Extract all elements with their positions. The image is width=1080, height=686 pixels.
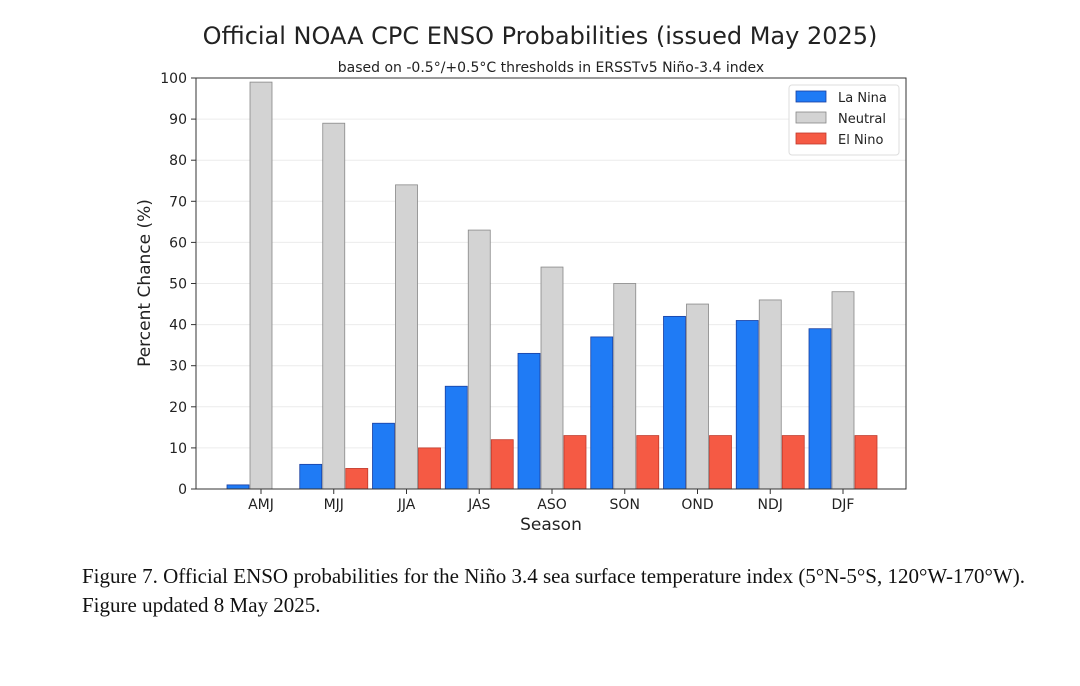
- bar-el-nino-mjj: [345, 468, 369, 490]
- chart-subtitle: based on -0.5°/+0.5°C thresholds in ERSS…: [338, 60, 764, 76]
- legend-swatch: [795, 90, 827, 103]
- x-tick-label: NDJ: [758, 497, 783, 513]
- y-tick-label: 60: [169, 235, 187, 251]
- x-tick-label: JAS: [467, 497, 490, 513]
- x-tick-label: ASO: [537, 497, 566, 513]
- chart-title: Official NOAA CPC ENSO Probabilities (is…: [203, 22, 878, 50]
- bar-la-nina-ond: [663, 315, 686, 490]
- y-tick-label: 100: [160, 71, 187, 87]
- x-tick-label: SON: [610, 497, 640, 513]
- bar-la-nina-amj: [226, 484, 250, 490]
- bar-neutral-mjj: [322, 122, 346, 490]
- legend: La Nina Neutral El Nino: [788, 84, 900, 156]
- bar-neutral-amj: [249, 81, 273, 490]
- legend-label: Neutral: [838, 112, 886, 127]
- bar-neutral-aso: [540, 266, 564, 490]
- legend-swatch: [795, 132, 827, 145]
- y-tick-label: 90: [169, 112, 187, 128]
- bar-neutral-ndj: [758, 299, 782, 490]
- bar-la-nina-jja: [372, 422, 395, 490]
- bar-el-nino-ndj: [781, 435, 805, 490]
- bar-neutral-ond: [686, 303, 709, 490]
- legend-label: La Nina: [838, 91, 887, 106]
- bar-la-nina-mjj: [299, 463, 323, 490]
- y-tick-label: 50: [169, 277, 187, 293]
- y-tick-label: 30: [169, 359, 187, 375]
- y-axis-label: Percent Chance (%): [135, 199, 155, 367]
- y-tick-label: 0: [178, 482, 187, 498]
- bar-la-nina-son: [590, 336, 614, 490]
- y-tick-label: 20: [169, 400, 187, 416]
- bar-el-nino-son: [636, 435, 660, 490]
- bar-la-nina-jas: [444, 385, 468, 490]
- y-tick-label: 40: [169, 318, 187, 334]
- bar-neutral-son: [613, 283, 637, 490]
- bar-el-nino-jja: [418, 447, 441, 490]
- bar-la-nina-ndj: [735, 320, 759, 490]
- enso-chart: Official NOAA CPC ENSO Probabilities (is…: [135, 22, 907, 535]
- y-tick-label: 10: [169, 441, 187, 457]
- legend-label: El Nino: [838, 133, 884, 148]
- bar-neutral-djf: [831, 291, 855, 490]
- bar-la-nina-djf: [808, 328, 832, 490]
- bar-el-nino-aso: [563, 435, 587, 490]
- x-axis-label: Season: [520, 515, 582, 535]
- x-tick-label: OND: [681, 497, 713, 513]
- bar-el-nino-jas: [490, 439, 514, 490]
- x-tick-label: JJA: [397, 497, 416, 513]
- x-tick-label: AMJ: [248, 497, 274, 513]
- bar-el-nino-ond: [709, 435, 732, 490]
- x-tick-label: MJJ: [324, 497, 344, 513]
- y-tick-label: 70: [169, 194, 187, 210]
- bar-neutral-jja: [395, 184, 418, 490]
- y-tick-label: 80: [169, 153, 187, 169]
- bar-el-nino-djf: [854, 435, 878, 490]
- legend-swatch: [795, 111, 827, 124]
- bar-neutral-jas: [467, 229, 491, 490]
- x-tick-label: DJF: [832, 497, 855, 513]
- figure-caption: Figure 7. Official ENSO probabilities fo…: [82, 564, 1025, 617]
- bar-la-nina-aso: [517, 352, 541, 490]
